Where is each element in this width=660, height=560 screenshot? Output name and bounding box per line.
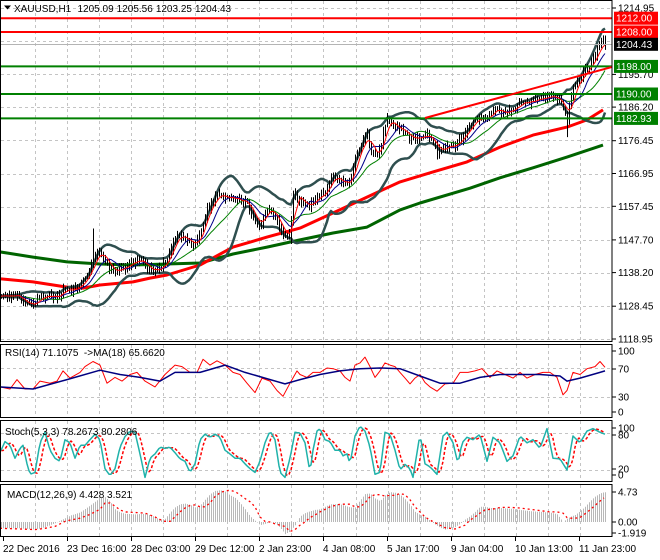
price-level-label: 1212.00	[614, 11, 658, 25]
stoch-main-line	[1, 426, 606, 479]
price-tick-label: 1157.45	[618, 202, 654, 213]
price-level-label: 1208.00	[614, 25, 658, 39]
panel-frames	[0, 0, 613, 537]
triangle-down-icon[interactable]	[4, 5, 11, 10]
current-price-label-text: 1204.43	[616, 40, 653, 51]
macd-tick-label: 0.00	[618, 518, 638, 529]
stoch-tick-label: 100	[618, 424, 635, 435]
stoch-panel-frame	[0, 420, 613, 482]
price-level-label-text: 1198.00	[616, 62, 652, 73]
time-axis[interactable]: 22 Dec 2016 23 Dec 16:00 28 Dec 03:00 29 De…	[3, 537, 637, 555]
rsi-tick-label: 30	[618, 393, 630, 404]
price-level-label: 1198.00	[614, 59, 658, 73]
stochastic-title: Stoch(5,3,3) 78.2673 80.2806	[5, 427, 138, 438]
time-tick-label: 22 Dec 2016	[3, 544, 60, 555]
stochastic-panel[interactable]	[1, 426, 606, 479]
bollinger-lower-band	[1, 102, 607, 309]
price-level-label-box	[614, 11, 658, 25]
price-tick-label: 1138.20	[618, 268, 654, 279]
time-tick-label: 11 Jan 23:00	[579, 544, 637, 555]
macd-tick-label: 4.73	[618, 488, 638, 499]
price-level-label-text: 1212.00	[616, 14, 653, 25]
price-tick-label: 1118.95	[618, 335, 653, 346]
price-level-label: 1190.00	[614, 87, 658, 101]
rsi-tick-label: 70	[618, 365, 630, 376]
symbol-header: XAUUSD,H1 1205.09 1205.56 1203.25 1204.43	[4, 4, 232, 15]
price-tick-label: 1128.45	[618, 302, 654, 313]
rsi-ma-line	[1, 364, 606, 390]
price-level-label-text: 1208.00	[616, 28, 653, 39]
time-tick-label: 28 Dec 03:00	[131, 544, 191, 555]
price-axis[interactable]: 1214.95 1195.70 1186.20 1176.45 1166.95 1157.…	[612, 4, 658, 346]
time-tick-label: 2 Jan 23:00	[259, 544, 312, 555]
time-tick-label: 29 Dec 12:00	[195, 544, 255, 555]
stoch-tick-label: 0	[618, 471, 624, 482]
price-tick-label: 1147.70	[618, 235, 654, 246]
slow-ma-green-line	[1, 143, 604, 267]
rsi-tick-label: 0	[618, 408, 624, 419]
price-level-label-box	[614, 25, 658, 39]
price-level-label: 1182.93	[614, 111, 658, 125]
bollinger-upper-band	[1, 27, 606, 298]
high-price: 1205.56	[117, 4, 154, 15]
time-tick-label: 9 Jan 04:00	[451, 544, 504, 555]
close-price: 1204.43	[195, 4, 232, 15]
time-tick-label: 5 Jan 17:00	[387, 544, 440, 555]
macd-panel-frame	[0, 484, 613, 537]
time-tick-label: 23 Dec 16:00	[67, 544, 127, 555]
price-level-label-box	[614, 87, 658, 101]
time-tick-label: 4 Jan 08:00	[323, 544, 376, 555]
current-price-label: 1204.43	[614, 37, 658, 51]
ma-blue-line	[1, 53, 606, 303]
rsi-panel[interactable]	[0, 356, 606, 397]
stoch-tick-label: 20	[618, 465, 630, 476]
price-tick-label: 1186.20	[618, 103, 654, 114]
current-price-label-box	[614, 37, 658, 51]
price-level-label-text: 1182.93	[616, 114, 652, 125]
ma-red-thin-line	[1, 44, 606, 305]
rsi-tick-label: 100	[618, 347, 635, 358]
macd-tick-label: -1.919	[618, 529, 647, 540]
open-price: 1205.09	[78, 4, 115, 15]
price-tick-label: 1166.95	[618, 169, 654, 180]
low-price: 1203.25	[156, 4, 193, 15]
macd-title: MACD(12,26,9) 4.428 3.521	[7, 490, 133, 501]
price-tick-label: 1195.70	[618, 70, 654, 81]
price-tick-label: 1176.45	[618, 136, 654, 147]
main-price-panel[interactable]	[0, 17, 612, 309]
macd-panel[interactable]	[0, 489, 606, 535]
main-panel-frame	[0, 0, 613, 342]
symbol-ohlc-title: XAUUSD,H1 1205.09 1205.56 1203.25 1204.43	[14, 4, 232, 15]
stoch-signal-line	[1, 427, 606, 477]
price-level-label-box	[614, 59, 658, 73]
stoch-tick-label: 80	[618, 431, 630, 442]
price-level-label-text: 1190.00	[616, 90, 652, 101]
rsi-panel-frame	[0, 344, 613, 418]
price-tick-label: 1214.95	[618, 4, 655, 15]
rsi-title: RSI(14) 71.1075 ->MA(18) 65.6620	[5, 348, 165, 359]
symbol-name: XAUUSD,H1	[14, 4, 72, 15]
price-level-label-box	[614, 111, 658, 125]
time-tick-label: 10 Jan 13:00	[515, 544, 573, 555]
channel-trendline[interactable]	[424, 66, 612, 119]
